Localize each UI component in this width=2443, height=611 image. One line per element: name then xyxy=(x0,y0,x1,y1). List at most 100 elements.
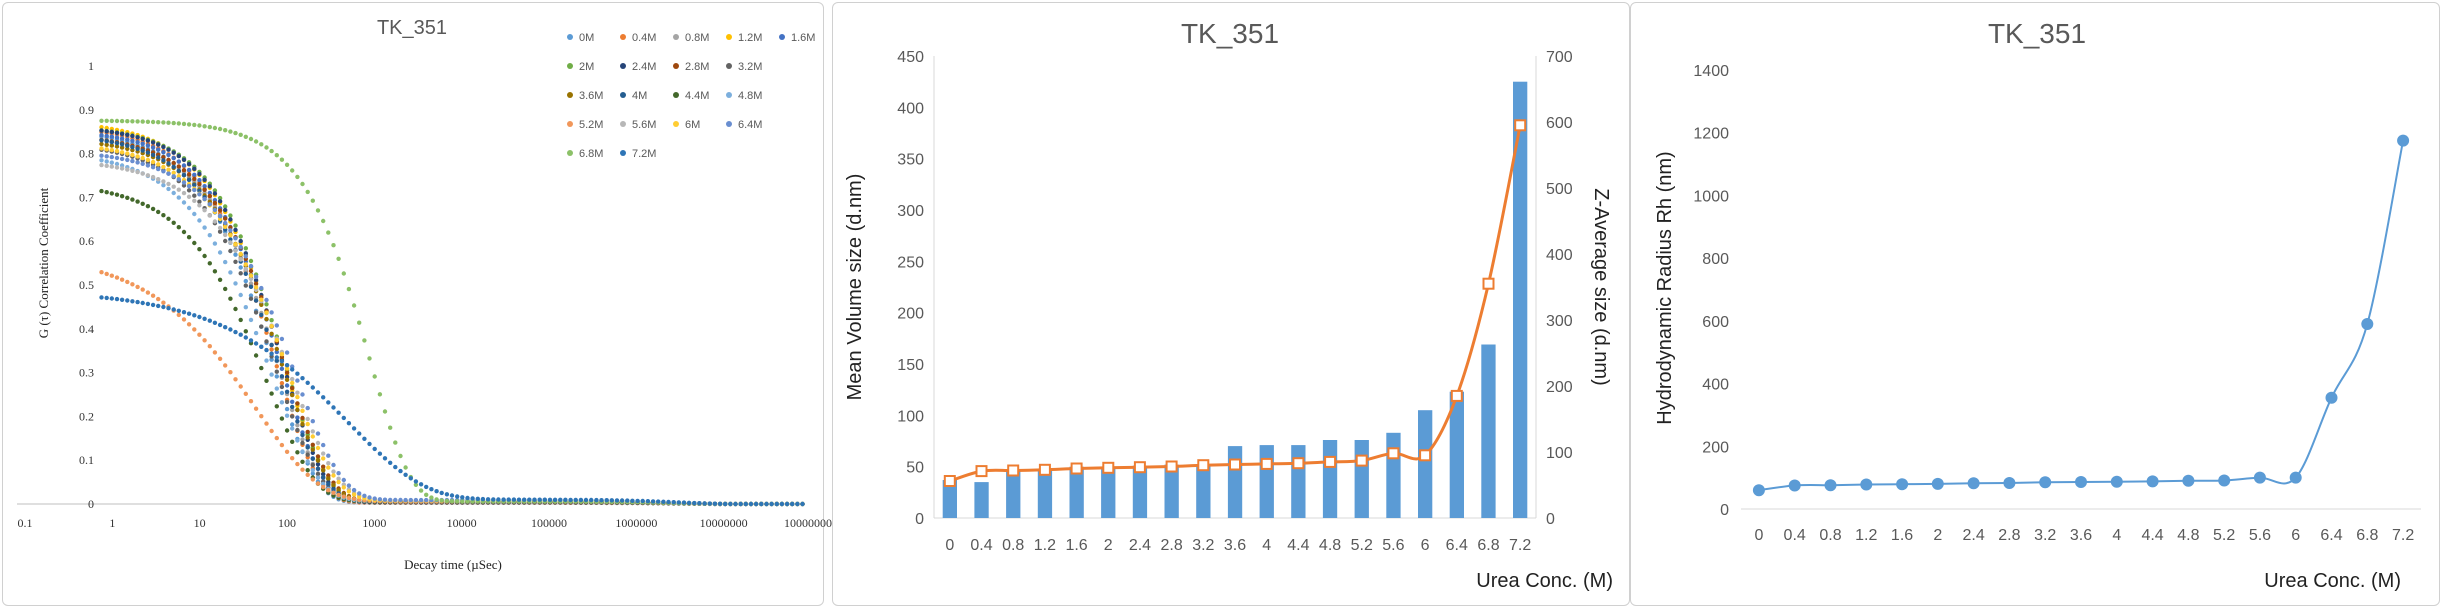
data-point xyxy=(357,431,362,436)
y-tick-label: 600 xyxy=(1702,314,1729,331)
data-point xyxy=(228,213,233,218)
data-point xyxy=(573,497,578,503)
legend-marker xyxy=(567,150,573,156)
bar xyxy=(1164,464,1179,518)
data-point xyxy=(248,276,254,282)
data-point xyxy=(104,154,109,159)
legend-label: 0.4M xyxy=(632,32,656,44)
series-5.6M xyxy=(99,162,805,507)
data-point xyxy=(774,501,779,507)
data-point xyxy=(310,450,315,455)
data-point xyxy=(279,384,285,390)
data-point xyxy=(161,144,166,150)
data-point xyxy=(341,271,346,276)
data-point xyxy=(197,199,202,204)
data-point xyxy=(238,132,243,137)
data-point xyxy=(290,376,295,382)
y-tick-label: 0 xyxy=(1720,502,1729,519)
y-tick-label: 400 xyxy=(897,100,924,117)
data-point xyxy=(357,491,362,496)
data-point xyxy=(315,475,321,480)
data-point xyxy=(223,325,228,330)
data-point xyxy=(207,318,212,323)
data-point xyxy=(114,144,120,149)
data-point xyxy=(274,374,279,379)
data-point xyxy=(300,392,305,397)
data-point xyxy=(223,363,228,368)
data-point xyxy=(114,161,120,167)
data-point xyxy=(274,337,279,343)
bar xyxy=(1196,464,1211,518)
data-point xyxy=(186,161,192,167)
legend-item: 6M xyxy=(673,119,700,131)
radius-marker xyxy=(1860,478,1873,491)
data-point xyxy=(99,125,104,130)
data-point xyxy=(207,213,212,218)
data-point xyxy=(300,415,305,421)
data-point xyxy=(310,477,315,482)
data-point xyxy=(156,166,161,172)
y2-axis-label: Z-Average size (d.nm) xyxy=(1590,188,1612,385)
series-4.4M xyxy=(99,188,805,507)
data-point xyxy=(800,501,805,507)
data-point xyxy=(274,358,279,363)
data-point xyxy=(542,497,547,502)
legend-marker xyxy=(726,63,732,69)
data-point xyxy=(290,385,295,391)
z-average-marker xyxy=(1355,454,1368,467)
legend-marker xyxy=(620,121,626,127)
x-tick-label: 4.4 xyxy=(2141,527,2163,544)
data-point xyxy=(145,138,151,143)
legend-item: 4.4M xyxy=(673,90,709,102)
correlation-chart-panel: TK_351 0.1 1 10 100 1000 10000 100000 1000000 10… xyxy=(2,2,838,606)
data-point xyxy=(465,495,470,501)
data-point xyxy=(759,501,764,507)
data-point xyxy=(290,399,295,404)
data-point xyxy=(284,383,290,388)
legend-label: 3.6M xyxy=(579,90,603,102)
data-point xyxy=(388,497,393,503)
data-point xyxy=(290,404,295,410)
z-average-line xyxy=(949,125,1522,483)
data-point xyxy=(496,497,501,502)
data-point xyxy=(233,223,238,228)
data-point xyxy=(130,152,135,158)
legend-marker xyxy=(620,63,626,69)
data-point xyxy=(243,266,248,272)
data-point xyxy=(336,471,341,476)
legend-label: 5.2M xyxy=(579,119,603,131)
data-point xyxy=(295,450,300,455)
bar xyxy=(942,480,957,518)
bar xyxy=(1291,445,1306,518)
data-point xyxy=(161,155,166,160)
data-point xyxy=(125,157,130,163)
data-point xyxy=(99,188,104,194)
data-point xyxy=(176,177,181,182)
data-point xyxy=(181,190,187,196)
data-point xyxy=(181,172,187,178)
data-point xyxy=(202,208,207,213)
data-point xyxy=(279,366,285,371)
data-point xyxy=(650,499,656,504)
data-point xyxy=(119,166,125,171)
data-point xyxy=(326,400,331,405)
data-point xyxy=(156,142,161,147)
data-point xyxy=(145,143,151,148)
x-tick-label: 1.6 xyxy=(1065,537,1087,554)
radius-marker xyxy=(2289,471,2302,484)
data-point xyxy=(424,484,429,490)
legend-marker xyxy=(567,92,573,98)
data-point xyxy=(217,214,223,219)
data-point xyxy=(119,156,125,162)
data-point xyxy=(207,124,212,130)
data-point xyxy=(145,150,151,155)
y-axis-label: Mean Volume size (d.nm) xyxy=(844,174,866,401)
data-point xyxy=(310,468,315,473)
data-point xyxy=(109,273,115,278)
data-point xyxy=(156,155,161,160)
data-point xyxy=(140,119,145,124)
data-point xyxy=(186,122,192,127)
data-point xyxy=(161,169,166,174)
y2-tick-label: 100 xyxy=(1546,445,1573,462)
data-point xyxy=(300,449,305,454)
